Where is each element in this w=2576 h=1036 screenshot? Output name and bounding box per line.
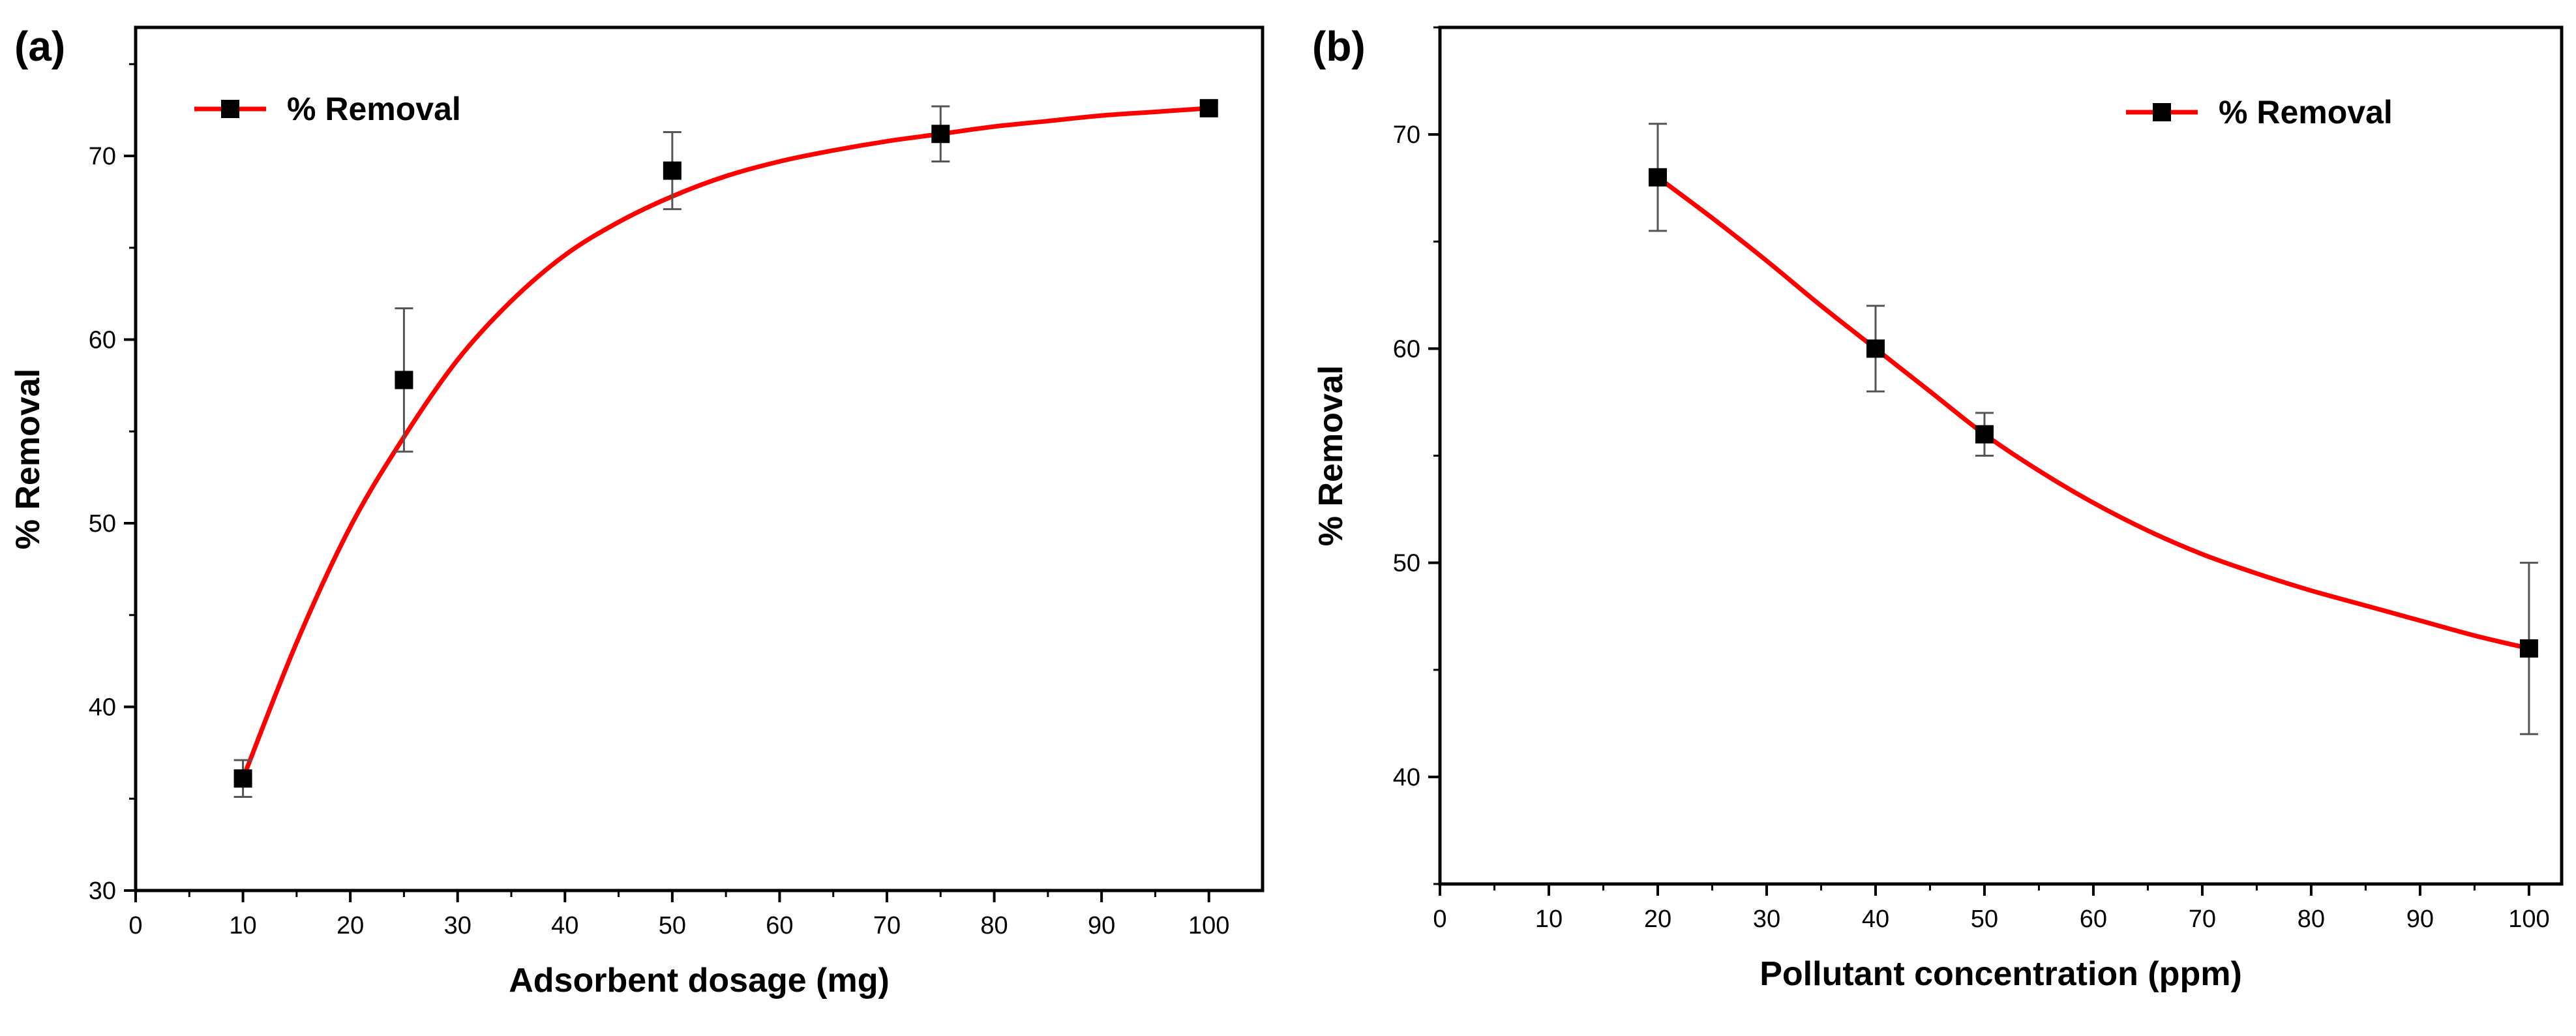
x-tick-label: 10 (1535, 906, 1563, 933)
data-point (1975, 425, 1994, 444)
data-point (1199, 99, 1218, 117)
y-tick-label: 70 (89, 143, 116, 170)
legend-label: % Removal (287, 91, 461, 127)
x-tick-label: 50 (659, 912, 686, 939)
x-tick-label: 100 (2508, 906, 2549, 933)
plot-frame (134, 25, 1265, 892)
data-point (1648, 168, 1667, 187)
y-tick-label: 70 (1393, 121, 1420, 149)
y-axis-title: % Removal (1312, 365, 1350, 546)
x-tick-label: 0 (128, 912, 142, 939)
x-tick-label: 70 (873, 912, 901, 939)
fit-curve (241, 106, 1212, 781)
x-tick-label: 30 (1753, 906, 1780, 933)
x-axis-title: Adsorbent dosage (mg) (509, 962, 890, 999)
y-tick-label: 40 (1393, 764, 1420, 791)
legend-marker (2153, 103, 2171, 121)
x-tick-label: 20 (337, 912, 364, 939)
y-tick-label: 60 (89, 327, 116, 354)
y-tick-label: 60 (1393, 335, 1420, 363)
legend: % Removal (2126, 94, 2393, 130)
chart-pollutant-concentration: 0 10 20 30 40 50 60 70 80 90 100 40 50 60 70 Pollutant … (1312, 25, 2564, 993)
x-tick-label: 60 (2080, 906, 2107, 933)
x-tick-label: 70 (2189, 906, 2216, 933)
x-tick-label: 40 (551, 912, 578, 939)
x-axis-title: Pollutant concentration (ppm) (1760, 955, 2242, 993)
y-tick-label: 40 (89, 694, 116, 722)
legend: % Removal (194, 91, 461, 127)
legend-marker (221, 100, 239, 118)
fit-curve (1655, 175, 2532, 651)
panel-b-tag: (b) (1312, 23, 1366, 70)
x-tick-label: 10 (229, 912, 256, 939)
data-point (663, 161, 681, 180)
panel-a-tag: (a) (14, 23, 66, 70)
x-tick-label: 20 (1644, 906, 1671, 933)
x-tick-label: 60 (766, 912, 793, 939)
data-point (931, 125, 950, 144)
data-point (233, 769, 252, 788)
data-point (1866, 339, 1885, 358)
y-tick-label: 50 (1393, 550, 1420, 577)
x-tick-label: 50 (1971, 906, 1998, 933)
x-tick-label: 100 (1188, 912, 1229, 939)
x-tick-label: 0 (1433, 906, 1446, 933)
x-tick-label: 80 (2298, 906, 2325, 933)
y-tick-label: 50 (89, 510, 116, 538)
y-axis-title: % Removal (9, 369, 47, 549)
data-point (395, 371, 413, 389)
legend-label: % Removal (2219, 94, 2393, 130)
x-tick-label: 80 (980, 912, 1008, 939)
x-tick-label: 40 (1862, 906, 1889, 933)
x-tick-label: 30 (444, 912, 472, 939)
chart-adsorbent-dosage: 0 10 20 30 40 50 60 70 80 90 100 30 40 50 60 70 Adsorben… (9, 25, 1265, 999)
data-point (2519, 639, 2538, 658)
plot-frame (1438, 25, 2564, 886)
x-tick-label: 90 (2406, 906, 2434, 933)
y-tick-label: 30 (89, 877, 116, 905)
x-tick-label: 90 (1088, 912, 1115, 939)
